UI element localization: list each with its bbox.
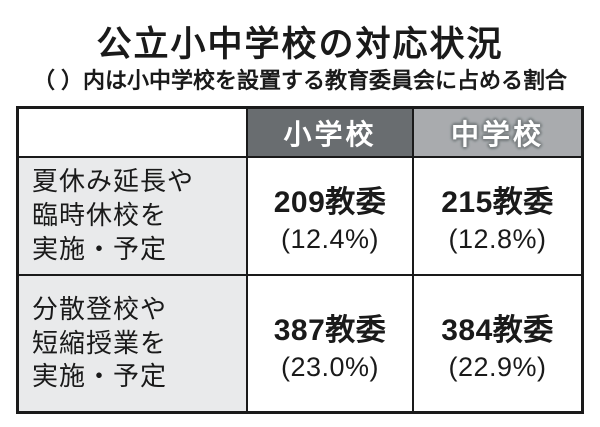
page-title: 公立小中学校の対応状況 (96, 25, 504, 64)
page-subtitle: （ ）内は小中学校を設置する教育委員会に占める割合 (32, 68, 568, 93)
row-label-line: 臨時休校を (32, 200, 168, 231)
row-label-line: 短縮授業を (32, 327, 168, 358)
percent-value: (22.9%) (448, 351, 547, 382)
header-blank-cell (19, 109, 246, 156)
percent-value: (12.8%) (448, 224, 547, 254)
percent-value: (12.4%) (280, 224, 380, 254)
header-junior-high-school: 中学校 (414, 109, 581, 156)
row-label-summer-closure: 夏休み延長や 臨時休校を 実施・予定 (19, 158, 246, 274)
value-summer-elementary: 209教委 (12.4%) (248, 158, 412, 274)
percent-value: (23.0%) (280, 351, 380, 382)
value-staggered-elementary: 387教委 (23.0%) (248, 276, 412, 411)
count-value: 384教委 (441, 313, 554, 347)
row-label-line: 実施・予定 (32, 361, 168, 392)
response-status-table: 小学校 中学校 夏休み延長や 臨時休校を 実施・予定 209教委 (12.4%)… (16, 106, 584, 414)
value-staggered-junior: 384教委 (22.9%) (414, 276, 581, 411)
count-value: 387教委 (273, 313, 387, 347)
row-label-line: 夏休み延長や (32, 166, 195, 197)
row-label-staggered-attendance: 分散登校や 短縮授業を 実施・予定 (19, 276, 246, 411)
header-elementary-school: 小学校 (248, 109, 412, 156)
row-label-line: 実施・予定 (32, 233, 168, 264)
row-label-line: 分散登校や (32, 293, 168, 324)
count-value: 209教委 (273, 186, 387, 219)
count-value: 215教委 (441, 186, 554, 219)
value-summer-junior: 215教委 (12.8%) (414, 158, 581, 274)
